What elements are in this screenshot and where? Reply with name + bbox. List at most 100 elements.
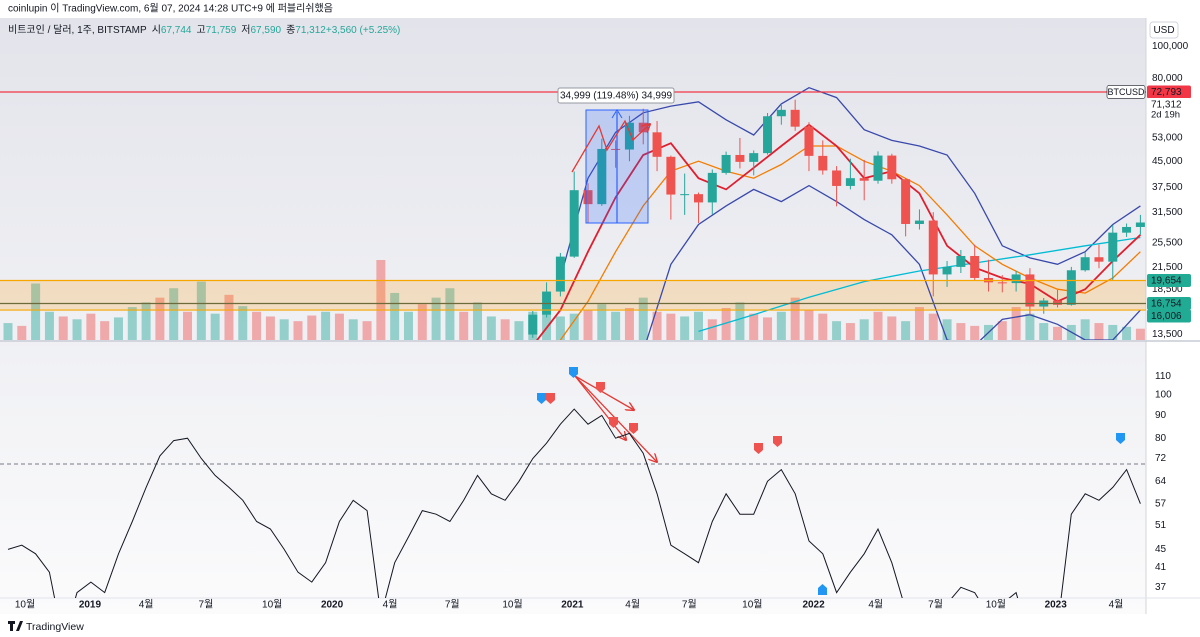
sell-marker [546, 393, 555, 404]
legend-value: 71,312 [295, 25, 326, 36]
volume-bar [265, 316, 275, 340]
volume-bar [721, 308, 731, 340]
x-tick-label: 4월 [625, 599, 640, 611]
volume-bar [569, 313, 579, 340]
volume-bar [942, 319, 952, 340]
x-tick-label: 4월 [1109, 599, 1124, 611]
volume-bar [693, 311, 703, 340]
volume-bar [459, 311, 469, 340]
volume-bar [845, 323, 855, 340]
candle-body [680, 194, 690, 196]
drawn-arrow [574, 375, 626, 440]
y-tick-label: 80 [1155, 433, 1167, 444]
x-tick-label: 10월 [986, 599, 1006, 611]
volume-bar [44, 311, 54, 340]
y-tick-label: 72 [1155, 453, 1167, 464]
y-tick-label: 64 [1155, 476, 1167, 487]
y-tick-label: 80,000 [1152, 73, 1183, 84]
indicator-line [646, 184, 1141, 340]
price-label-box [1147, 309, 1191, 323]
rsi-line [7, 408, 1141, 598]
candle-body [997, 282, 1007, 284]
price-label: 16,754 [1151, 299, 1182, 310]
y-tick-label: 51 [1155, 520, 1167, 531]
header: coinlupin 이 TradingView.com, 6월 07, 2024… [8, 2, 333, 15]
volume-bar [735, 302, 745, 340]
buy-marker [818, 584, 827, 595]
y-tick-label: 37,500 [1152, 182, 1183, 193]
indicator-line [559, 145, 1141, 340]
candle-body [569, 190, 579, 257]
volume-bar [334, 313, 344, 340]
volume-bar [72, 319, 82, 340]
price-label-box [1147, 97, 1191, 111]
y-tick-label: 21,500 [1152, 262, 1183, 273]
volume-bar [514, 321, 524, 340]
x-tick-label: 7월 [682, 599, 697, 611]
annotations: 34,999 (119.48%) 34,999 [557, 87, 675, 462]
candle-body [555, 256, 565, 292]
price-label-box [1147, 85, 1191, 99]
volume-bar [611, 311, 621, 340]
candle-body [1066, 270, 1076, 305]
price-label-box [1147, 296, 1191, 310]
x-tick-label: 2023 [1045, 600, 1068, 611]
volume-bar [583, 309, 593, 340]
volume-bar [818, 313, 828, 340]
drawn-arrow [574, 375, 634, 410]
plot-background [0, 18, 1146, 614]
y-tick-label: 41 [1155, 562, 1167, 573]
y-tick-label: 90 [1155, 410, 1167, 421]
x-tick-label: 2022 [802, 600, 825, 611]
volume-bar [997, 321, 1007, 340]
candle-body [1053, 300, 1063, 305]
volume-bar [970, 325, 980, 340]
measure-label-box [557, 87, 675, 104]
signal-markers [537, 367, 1125, 595]
symbol-tag-box [1106, 85, 1146, 99]
volume-bar [293, 321, 303, 340]
candle-body [1135, 222, 1145, 227]
volume-bar [169, 288, 179, 340]
currency-box[interactable] [1149, 21, 1179, 39]
volume-bar [376, 260, 386, 340]
volume-bar [390, 292, 400, 340]
legend-label: 시 [152, 24, 161, 36]
x-tick-label: 10월 [262, 599, 282, 611]
volume-bar [403, 311, 413, 340]
volume-bar [31, 283, 41, 340]
volume-bar [1011, 307, 1021, 340]
y-tick-label: 100 [1155, 390, 1172, 401]
sell-marker [596, 382, 605, 393]
candle-body [970, 255, 980, 278]
candle-body [901, 179, 911, 224]
x-tick-label: 7월 [199, 599, 214, 611]
indicator-line [536, 123, 1142, 340]
candle-body [666, 156, 676, 195]
candle-body [1080, 257, 1090, 271]
volume-bar [804, 309, 814, 340]
y-tick-label: 25,500 [1152, 238, 1183, 249]
candle-body [583, 190, 593, 205]
currency: USD [1153, 25, 1174, 36]
volume-bar [1135, 328, 1145, 340]
candle-body [693, 194, 703, 203]
candle-body [818, 155, 828, 171]
volume-bar [680, 316, 690, 340]
y-tick-label: 110 [1155, 371, 1171, 382]
volume-bar [776, 311, 786, 340]
indicator-line [559, 86, 1141, 279]
x-tick-label: 2021 [561, 600, 584, 611]
volume-bar [832, 321, 842, 340]
volume-bar [901, 321, 911, 340]
y-tick-label: 37 [1155, 582, 1167, 593]
measure-arrow-head [611, 109, 623, 119]
sell-marker [609, 417, 618, 428]
candle-body [597, 148, 607, 205]
x-tick-label: 7월 [445, 599, 460, 611]
volume-bar [307, 315, 317, 340]
legend: 비트코인 / 달러, 1주, BITSTAMP 시67,744 고71,759 저67… [8, 24, 400, 36]
volume-bar [348, 319, 358, 340]
x-tick-label: 7월 [928, 599, 943, 611]
